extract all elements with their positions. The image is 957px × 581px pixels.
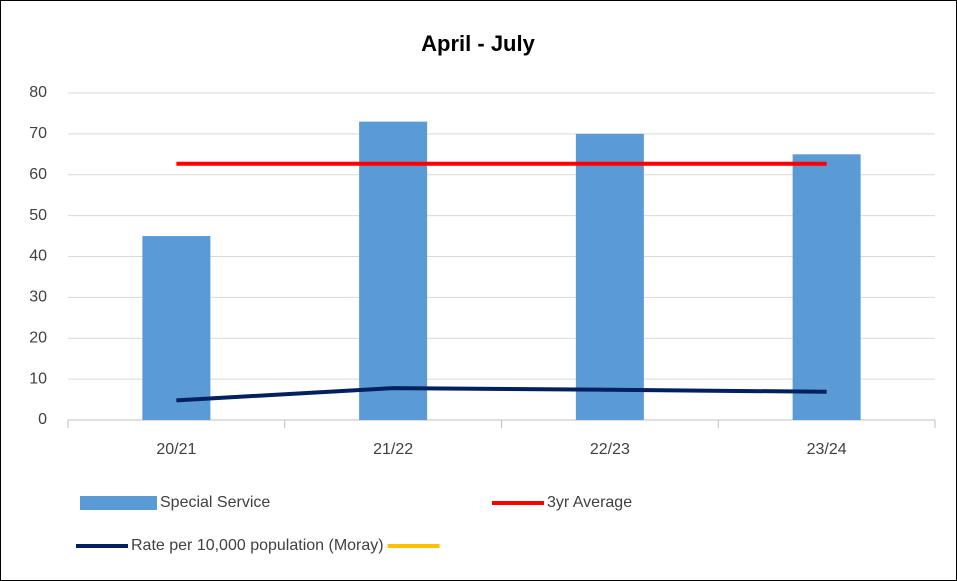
bar	[575, 133, 644, 420]
y-tick-label: 70	[29, 125, 47, 142]
chart-title: April - July	[421, 31, 535, 56]
x-tick-label: 22/23	[590, 441, 630, 458]
bar	[359, 121, 428, 421]
y-tick-label: 50	[29, 207, 47, 224]
line-series	[176, 386, 827, 403]
y-tick-label: 10	[29, 370, 47, 387]
bar	[142, 236, 211, 420]
legend-label: Rate per 10,000 population (Moray)	[131, 537, 384, 554]
x-tick-label: 21/22	[373, 441, 413, 458]
legend-swatch	[80, 496, 157, 510]
legend-label: Special Service	[160, 494, 270, 511]
y-tick-label: 20	[29, 329, 47, 346]
y-tick-label: 0	[38, 411, 47, 428]
legend-label: 3yr Average	[547, 494, 632, 511]
bar	[792, 154, 861, 420]
y-tick-label: 60	[29, 166, 47, 183]
x-tick-label: 20/21	[156, 441, 196, 458]
x-tick-label: 23/24	[807, 441, 847, 458]
y-tick-label: 40	[29, 248, 47, 265]
y-tick-label: 30	[29, 289, 47, 306]
y-tick-label: 80	[29, 84, 47, 101]
